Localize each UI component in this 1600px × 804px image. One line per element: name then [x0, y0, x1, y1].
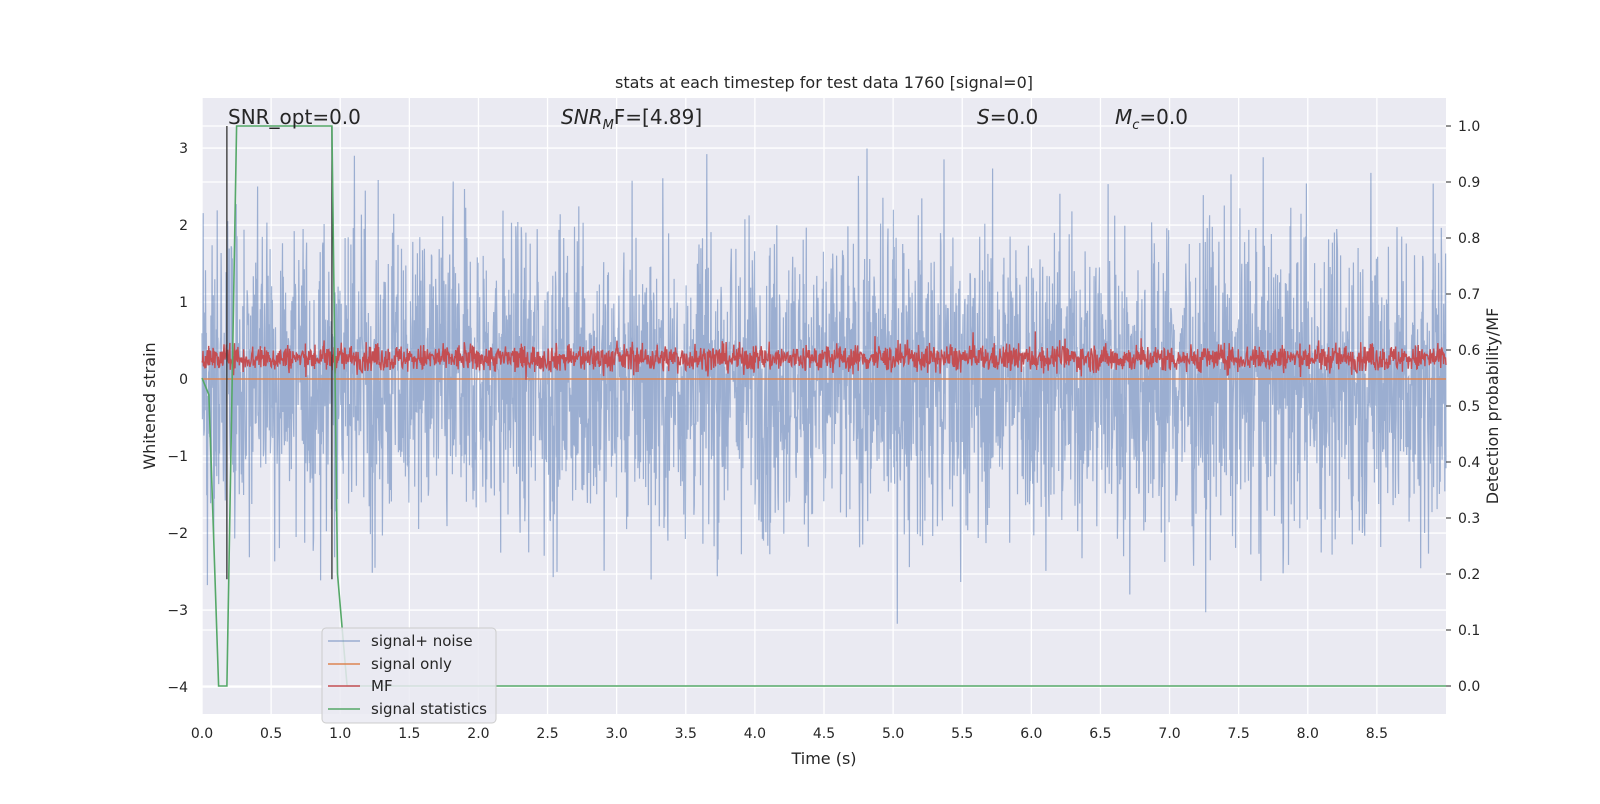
- y-left-tick-label: 3: [179, 141, 188, 157]
- y-left-tick-label: −3: [167, 603, 188, 619]
- y-left-tick-label: 0: [179, 372, 188, 388]
- y-right-tick-label: 0.8: [1458, 231, 1480, 247]
- annotation-mc-subscript: c: [1132, 118, 1139, 133]
- annotation-mc-value: =0.0: [1139, 105, 1188, 129]
- y-left-tick-label: 2: [179, 218, 188, 234]
- y-left-tick-label: −1: [167, 449, 188, 465]
- x-tick-label: 2.0: [467, 726, 489, 742]
- x-tick-label: 3.0: [606, 726, 628, 742]
- x-tick-label: 8.0: [1297, 726, 1319, 742]
- mf-series: [201, 331, 1447, 380]
- y-right-tick-label: 0.7: [1458, 287, 1480, 303]
- x-tick-label: 5.5: [951, 726, 973, 742]
- x-tick-label: 0.5: [260, 726, 282, 742]
- event-markers: [226, 126, 333, 580]
- y-right-tick-label: 0.3: [1458, 511, 1480, 527]
- x-tick-label: 6.5: [1089, 726, 1111, 742]
- y-right-tick-label: 0.0: [1458, 679, 1480, 695]
- axis-ticks: 0.0 0.5 1.0 1.5 2.0 2.5 3.0 3.5 4.0 4.5 5.0 5.5 6.0 6…: [167, 119, 1480, 742]
- signal-noise-line: [201, 148, 1447, 624]
- x-tick-label: 6.0: [1020, 726, 1042, 742]
- x-tick-label: 1.5: [398, 726, 420, 742]
- legend-label-signal-noise: signal+ noise: [371, 632, 473, 650]
- mf-line: [201, 331, 1447, 380]
- legend-label-signal-statistics: signal statistics: [371, 700, 487, 718]
- annotation-mc-symbol: M: [1115, 105, 1132, 129]
- x-tick-label: 7.5: [1228, 726, 1250, 742]
- legend-box: [321, 627, 497, 724]
- y-left-tick-label: 1: [179, 295, 188, 311]
- y-right-tick-label: 0.2: [1458, 567, 1480, 583]
- x-tick-label: 1.0: [329, 726, 351, 742]
- y-right-tick-label: 0.1: [1458, 623, 1480, 639]
- annotation-snr-mf-subscript: M: [603, 118, 614, 133]
- y-right-tick-label: 0.4: [1458, 455, 1480, 471]
- legend: signal+ noise signal only MF signal stat…: [321, 627, 497, 724]
- x-axis-label: Time (s): [790, 749, 856, 768]
- annotation-s-symbol: S: [977, 105, 990, 129]
- y-left-tick-label: −4: [167, 680, 188, 696]
- y-axis-left-label: Whitened strain: [140, 342, 159, 469]
- x-tick-label: 4.0: [744, 726, 766, 742]
- x-tick-label: 3.5: [675, 726, 697, 742]
- annotation-snr-mf: SNRMF=[4.89]: [561, 105, 702, 133]
- annotation-mc: Mc=0.0: [1115, 105, 1188, 133]
- annotation-snr-mf-value: F=[4.89]: [614, 105, 702, 129]
- annotation-s: S=0.0: [977, 105, 1038, 129]
- legend-label-mf: MF: [371, 677, 393, 695]
- y-right-tick-label: 0.5: [1458, 399, 1480, 415]
- y-right-tick-label: 0.9: [1458, 175, 1480, 191]
- y-axis-right-label: Detection probability/MF: [1483, 308, 1502, 505]
- y-left-tick-label: −2: [167, 526, 188, 542]
- x-tick-label: 2.5: [536, 726, 558, 742]
- x-tick-label: 8.5: [1366, 726, 1388, 742]
- signal-noise-series: [201, 148, 1447, 624]
- chart-title: stats at each timestep for test data 176…: [615, 73, 1033, 92]
- y-right-tick-label: 0.6: [1458, 343, 1480, 359]
- annotation-snr-mf-symbol: SNR: [561, 105, 603, 129]
- x-tick-label: 5.0: [882, 726, 904, 742]
- x-tick-label: 0.0: [191, 726, 213, 742]
- annotation-snr-opt: SNR_opt=0.0: [228, 105, 361, 129]
- y-right-tick-label: 1.0: [1458, 119, 1480, 135]
- x-tick-label: 4.5: [813, 726, 835, 742]
- x-tick-label: 7.0: [1158, 726, 1180, 742]
- annotation-s-value: =0.0: [990, 105, 1039, 129]
- legend-label-signal-only: signal only: [371, 655, 452, 673]
